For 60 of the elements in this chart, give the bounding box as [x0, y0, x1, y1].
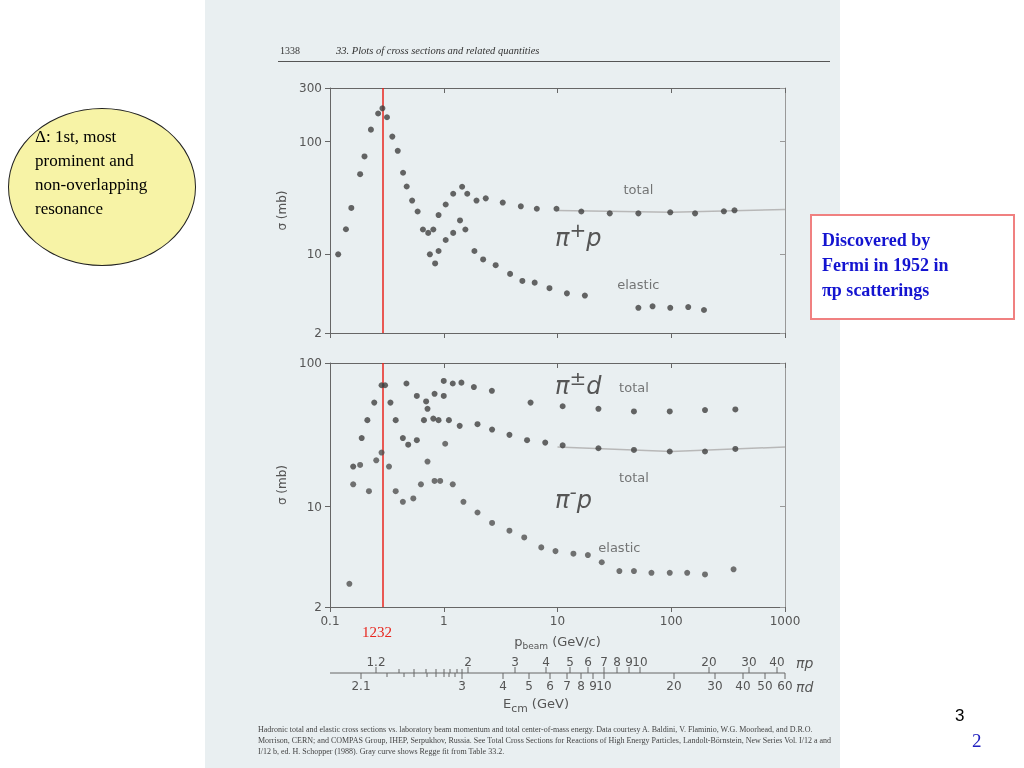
text: 60 — [777, 679, 793, 693]
y-tick-label: 10 — [306, 499, 322, 514]
series-label: elastic — [617, 276, 660, 292]
text: 8 — [577, 679, 585, 693]
y-tick-label: 2 — [314, 600, 322, 614]
text: 1232 — [362, 624, 392, 641]
y-tick-label: 100 — [299, 134, 322, 149]
text: 40 — [735, 679, 751, 693]
text: 7 — [600, 655, 608, 669]
annotation: π$^{-}$p — [555, 480, 592, 514]
text: 30 — [707, 679, 723, 693]
text: Hadronic total and elastic cross sections vs. laboratory beam momentum and total center-of-mass energy. Data courtesy A. Baldini, V. Flaminio, W.G. Moorhead, and D.R.O. Morrison, CERN; and COMPAS Group, IHEP, Serpukhov, Russia. See Total Cross Sections for Reactions of High Energy Particles, Landolt-Börnstein, New Series Vol. I/12 a and I/12 b, ed. H. Schopper (1988). Gray curve shows Regge fit from Table 33.2. — [258, 724, 833, 757]
x-tick-label: 1 — [439, 614, 448, 628]
text: 30 — [741, 655, 757, 669]
text: 1.2 — [366, 655, 386, 669]
text: E$_{cm}$ (GeV) — [503, 696, 569, 715]
y-tick-label: 300 — [299, 81, 322, 95]
chart-title: 33. Plots of cross sections and related quantities — [336, 45, 540, 56]
text: 6 — [546, 679, 554, 693]
y-tick-label: 10 — [306, 247, 322, 262]
text: 10 — [596, 679, 612, 693]
y-tick-label: 2 — [314, 326, 322, 340]
series-label: total — [619, 469, 649, 485]
series-label: total — [623, 182, 654, 198]
text: 2 — [972, 730, 982, 752]
text: Discovered by Fermi in 1952 in πp scatterings — [810, 214, 1015, 320]
y-axis-title: σ (mb) — [275, 190, 290, 231]
x-tick-label: 0.1 — [320, 614, 340, 628]
text: πd — [796, 679, 814, 695]
text: 4 — [499, 679, 507, 693]
y-tick-label: 100 — [299, 356, 322, 370]
text: 9 — [625, 655, 633, 669]
text: 5 — [525, 679, 533, 693]
text: 8 — [613, 655, 621, 669]
text: 5 — [566, 655, 574, 669]
text: 3 — [511, 655, 519, 669]
text: 50 — [757, 679, 773, 693]
x-tick-label: 1000 — [769, 614, 801, 628]
text: 7 — [563, 679, 571, 693]
x-tick-label: 100 — [659, 614, 683, 628]
y-axis-title: σ (mb) — [275, 464, 290, 506]
series-label: total — [619, 380, 649, 396]
text: 20 — [701, 655, 717, 669]
text: πp — [796, 655, 814, 671]
x-tick-label: 10 — [549, 614, 566, 628]
text: 3 — [458, 679, 466, 693]
text: Δ: 1st, most prominent and non-overlapping resonance — [8, 108, 196, 266]
text: 20 — [666, 679, 682, 693]
text: 2 — [464, 655, 472, 669]
text: 3 — [955, 706, 965, 726]
text: 40 — [769, 655, 785, 669]
text: 4 — [542, 655, 550, 669]
series-label: elastic — [598, 540, 641, 556]
text: 10 — [632, 655, 648, 669]
annotation: π$^{±}$d — [555, 366, 602, 400]
text: 1338 — [280, 45, 300, 56]
text: 6 — [584, 655, 592, 669]
text: 2.1 — [351, 679, 371, 693]
annotation: π$^{+}$p — [555, 218, 602, 252]
text: 9 — [589, 679, 597, 693]
